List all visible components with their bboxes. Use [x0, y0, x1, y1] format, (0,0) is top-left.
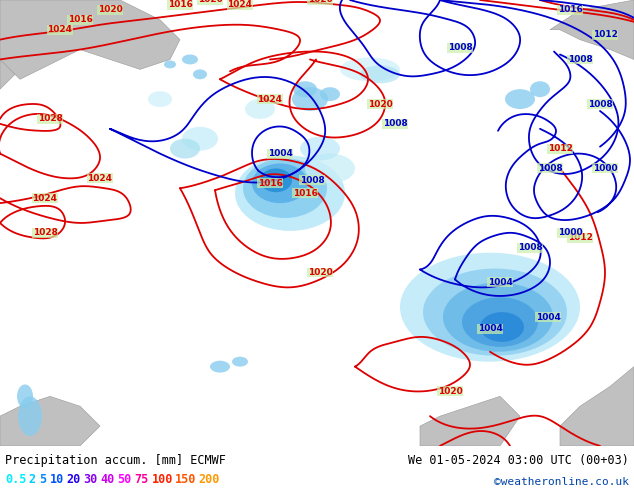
Ellipse shape: [400, 253, 580, 362]
Ellipse shape: [148, 91, 172, 107]
Text: 1008: 1008: [300, 176, 325, 185]
Text: 1008: 1008: [383, 120, 408, 128]
Text: 1012: 1012: [548, 144, 573, 153]
Text: 1024: 1024: [32, 194, 58, 203]
Ellipse shape: [505, 89, 535, 109]
Text: 1020: 1020: [368, 99, 392, 109]
Text: 30: 30: [84, 473, 98, 487]
Text: 1028: 1028: [37, 114, 62, 123]
Text: 100: 100: [152, 473, 173, 487]
Text: 1020: 1020: [98, 5, 122, 14]
Text: 50: 50: [117, 473, 132, 487]
Text: 1004: 1004: [536, 313, 560, 321]
Text: 1008: 1008: [567, 55, 592, 64]
Text: 1028: 1028: [32, 228, 58, 237]
Text: 1024: 1024: [48, 25, 72, 34]
Polygon shape: [560, 367, 634, 446]
Text: 1024: 1024: [228, 0, 252, 9]
Text: 1016: 1016: [557, 5, 583, 14]
Text: 1008: 1008: [588, 99, 612, 109]
Text: 1000: 1000: [558, 228, 582, 237]
Polygon shape: [550, 0, 634, 59]
Text: 1016: 1016: [292, 189, 318, 198]
Ellipse shape: [305, 153, 355, 183]
Text: 1020: 1020: [307, 0, 332, 4]
Ellipse shape: [300, 137, 340, 161]
Text: 1024: 1024: [257, 95, 283, 103]
Polygon shape: [0, 0, 180, 79]
Text: 1020: 1020: [437, 387, 462, 396]
Ellipse shape: [182, 127, 218, 150]
Ellipse shape: [235, 155, 345, 231]
Text: 1008: 1008: [517, 243, 542, 252]
Ellipse shape: [18, 396, 42, 436]
Text: 200: 200: [198, 473, 220, 487]
Text: 1008: 1008: [448, 43, 472, 52]
Text: 1012: 1012: [567, 233, 592, 243]
Text: 1016: 1016: [257, 179, 282, 188]
Ellipse shape: [164, 60, 176, 69]
Ellipse shape: [17, 385, 33, 408]
Text: 1004: 1004: [488, 278, 512, 287]
Text: We 01-05-2024 03:00 UTC (00+03): We 01-05-2024 03:00 UTC (00+03): [408, 454, 629, 467]
Text: 10: 10: [49, 473, 64, 487]
Text: ©weatheronline.co.uk: ©weatheronline.co.uk: [494, 477, 629, 487]
Ellipse shape: [252, 164, 308, 203]
Text: 20: 20: [67, 473, 81, 487]
Text: 150: 150: [175, 473, 197, 487]
Text: 40: 40: [101, 473, 115, 487]
Text: 1016: 1016: [68, 15, 93, 24]
Ellipse shape: [530, 81, 550, 97]
Text: 1020: 1020: [307, 268, 332, 277]
Ellipse shape: [210, 361, 230, 372]
Text: 1004: 1004: [268, 149, 292, 158]
Text: 1008: 1008: [538, 164, 562, 173]
Text: 1004: 1004: [477, 324, 502, 334]
Ellipse shape: [232, 357, 248, 367]
Ellipse shape: [480, 312, 524, 342]
Text: 5: 5: [39, 473, 46, 487]
Text: 1024: 1024: [87, 174, 112, 183]
Ellipse shape: [245, 99, 275, 119]
Ellipse shape: [292, 87, 328, 111]
Text: 75: 75: [134, 473, 149, 487]
Ellipse shape: [360, 65, 400, 83]
Polygon shape: [0, 396, 100, 446]
Polygon shape: [0, 0, 30, 20]
Ellipse shape: [170, 139, 200, 159]
Ellipse shape: [293, 81, 317, 97]
Polygon shape: [0, 0, 40, 89]
Polygon shape: [420, 396, 520, 446]
Text: 2: 2: [29, 473, 36, 487]
Text: 1000: 1000: [593, 164, 618, 173]
Text: 0.5: 0.5: [5, 473, 27, 487]
Ellipse shape: [320, 87, 340, 101]
Ellipse shape: [340, 57, 400, 81]
Text: 1012: 1012: [593, 30, 618, 39]
Ellipse shape: [462, 297, 538, 347]
Ellipse shape: [193, 70, 207, 79]
Text: 1016: 1016: [167, 0, 193, 9]
Text: Precipitation accum. [mm] ECMWF: Precipitation accum. [mm] ECMWF: [5, 454, 226, 467]
Ellipse shape: [243, 159, 327, 218]
Text: 1020: 1020: [198, 0, 223, 4]
Ellipse shape: [182, 54, 198, 64]
Ellipse shape: [443, 282, 553, 352]
Ellipse shape: [423, 269, 567, 356]
Ellipse shape: [260, 169, 292, 192]
